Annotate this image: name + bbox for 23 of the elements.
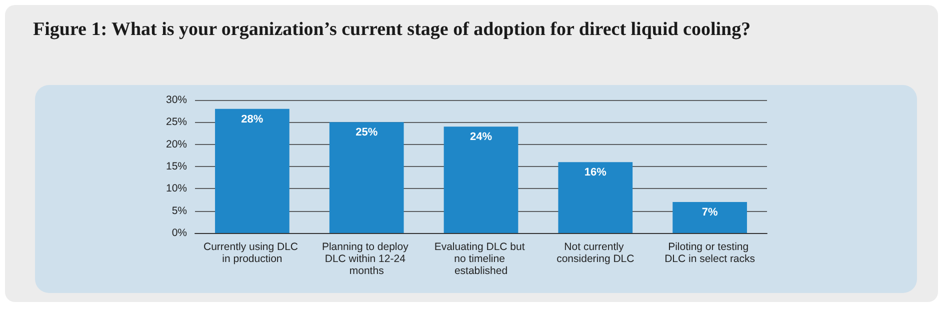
- bar: [215, 108, 290, 233]
- data-label: 7%: [702, 206, 718, 218]
- bar: [558, 162, 633, 233]
- y-tick-label: 20%: [166, 138, 187, 150]
- y-tick-label: 30%: [166, 94, 187, 106]
- x-tick-label: Currently using DLC in production: [203, 241, 301, 265]
- data-label: 25%: [356, 126, 378, 139]
- y-tick-label: 15%: [166, 160, 187, 172]
- bar: [444, 126, 518, 233]
- y-tick-label: 25%: [166, 116, 187, 128]
- bar: [329, 122, 404, 233]
- data-label: 28%: [241, 113, 264, 126]
- x-tick-label: Planning to deploy DLC within 12-24 months: [322, 241, 412, 277]
- data-label: 16%: [584, 166, 607, 179]
- chart-title: Figure 1: What is your organization’s current stage of adoption for direct liquid cooling?: [33, 19, 752, 41]
- x-tick-label: Not currently considering DLC: [556, 241, 635, 265]
- bar: [672, 202, 747, 233]
- data-label: 24%: [470, 131, 492, 144]
- y-tick-label: 10%: [166, 182, 187, 195]
- y-tick-label: 0%: [172, 227, 187, 239]
- x-tick-label: Piloting or testing DLC in select racks: [664, 241, 756, 265]
- x-tick-label: Evaluating DLC but no timeline established: [434, 241, 528, 277]
- y-tick-label: 5%: [172, 204, 187, 217]
